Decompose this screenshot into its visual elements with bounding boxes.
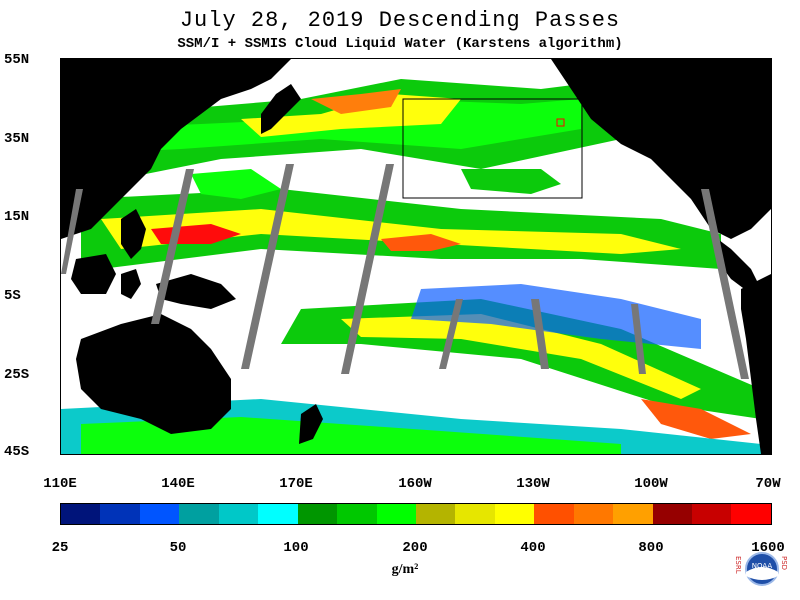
logo-center-text: NOAA (752, 562, 773, 570)
swath-gaps (61, 164, 749, 379)
central-america (711, 234, 761, 294)
noaa-logo: NOAA ESRL PSD (734, 544, 790, 594)
sulawesi (121, 269, 141, 299)
colorbar-swatch (731, 504, 771, 524)
colorbar-swatch (100, 504, 140, 524)
colorbar-label-200: 200 (402, 540, 428, 556)
colorbar-swatch (415, 504, 456, 524)
borneo (71, 254, 116, 294)
colorbar-swatch (494, 504, 535, 524)
new-guinea (156, 274, 236, 309)
logo-left-letters: ESRL (734, 556, 742, 574)
colorbar-swatch (297, 504, 338, 524)
south-america (741, 274, 771, 454)
map-canvas (61, 59, 771, 454)
colorbar-swatch (61, 504, 101, 524)
colorbar-label-800: 800 (638, 540, 664, 556)
asia-landmass (61, 59, 291, 239)
lon-label-160w: 160W (398, 476, 432, 492)
colorbar-label-25: 25 (51, 540, 69, 556)
australia (76, 314, 231, 434)
land-masses (61, 59, 771, 454)
region-box (402, 98, 583, 199)
colorbar-swatch (534, 504, 574, 524)
colorbar-swatch (652, 504, 692, 524)
colorbar-label-1600: 1600 (751, 540, 785, 556)
colorbar-units: g/m² (391, 562, 419, 577)
colorbar-swatch (258, 504, 298, 524)
lat-label-25s: 25S (4, 367, 30, 383)
new-zealand (299, 404, 323, 444)
region-marker (556, 118, 565, 127)
japan-islands (261, 84, 301, 134)
colorbar-swatch (692, 504, 732, 524)
lon-label-110e: 110E (43, 476, 77, 492)
colorbar-label-400: 400 (520, 540, 546, 556)
map-subtitle: SSM/I + SSMIS Cloud Liquid Water (Karste… (177, 36, 623, 52)
colorbar-swatch (573, 504, 614, 524)
lat-label-35n: 35N (4, 131, 30, 147)
colorbar-label-50: 50 (169, 540, 187, 556)
cloud-field (61, 79, 761, 454)
lon-label-140e: 140E (161, 476, 195, 492)
colorbar-swatch (179, 504, 219, 524)
colorbar-label-100: 100 (283, 540, 309, 556)
lat-label-15n: 15N (4, 209, 30, 225)
colorbar-swatch (455, 504, 495, 524)
map-panel (60, 58, 772, 455)
lon-label-130w: 130W (516, 476, 550, 492)
lat-label-55n: 55N (4, 52, 30, 68)
colorbar-swatch (337, 504, 377, 524)
lat-label-45s: 45S (4, 444, 30, 460)
colorbar-swatch (139, 504, 180, 524)
philippines (121, 209, 146, 259)
colorbar-swatch (376, 504, 416, 524)
colorbar-swatch (218, 504, 259, 524)
lon-label-170e: 170E (279, 476, 313, 492)
lon-label-100w: 100W (634, 476, 668, 492)
lon-label-70w: 70W (755, 476, 781, 492)
logo-right-letters: PSD (780, 556, 788, 570)
colorbar (60, 503, 772, 525)
lat-label-5s: 5S (4, 288, 21, 304)
map-title: July 28, 2019 Descending Passes (179, 8, 621, 33)
colorbar-swatch (613, 504, 653, 524)
north-america (551, 59, 771, 239)
